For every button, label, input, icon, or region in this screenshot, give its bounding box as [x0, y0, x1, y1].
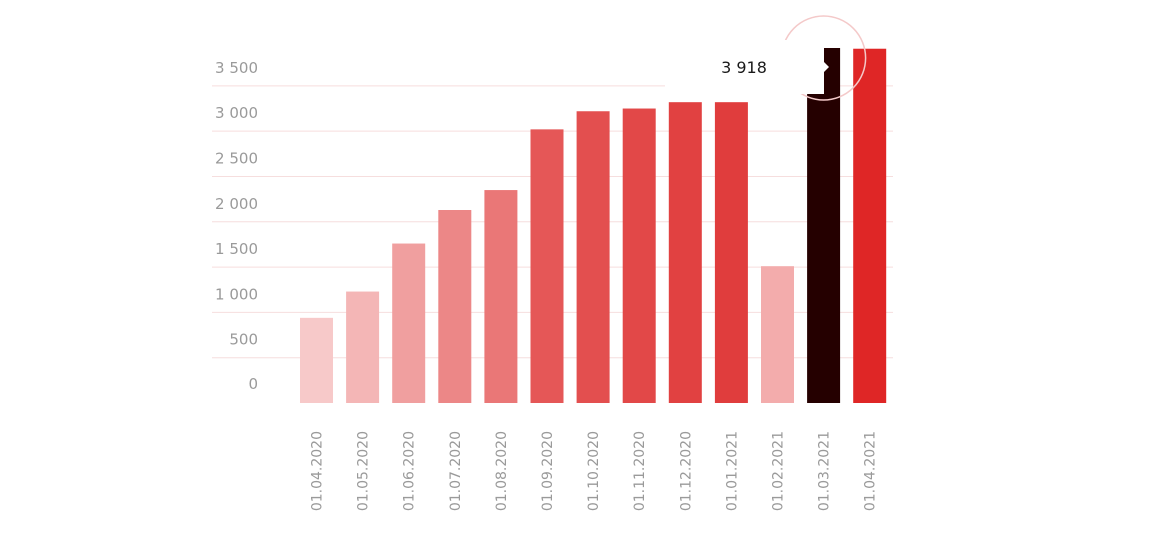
x-tick-label: 01.06.2020	[402, 431, 418, 511]
tooltip-value: 3 918	[721, 58, 767, 77]
bar-01.12.2020[interactable]	[668, 102, 702, 403]
y-tick-label: 500	[229, 331, 258, 349]
bar-01.08.2020[interactable]	[484, 190, 518, 403]
y-tick-label: 3 500	[215, 59, 258, 77]
bar-01.09.2020[interactable]	[530, 129, 564, 404]
y-axis-ticks: 0 500 1 000 1 500 2 000 2 500 3 000 3 500	[215, 59, 258, 393]
bar-01.05.2020[interactable]	[346, 291, 380, 403]
bar-01.02.2021[interactable]	[761, 266, 794, 403]
bars	[300, 48, 887, 404]
bar-01.10.2020[interactable]	[576, 111, 610, 403]
y-tick-label: 0	[248, 375, 258, 393]
tooltip: 3 918	[665, 15, 867, 101]
y-tick-label: 1 000	[215, 285, 258, 303]
y-tick-label: 2 500	[215, 149, 258, 167]
y-tick-label: 1 500	[215, 240, 258, 258]
x-tick-label: 01.10.2020	[586, 431, 602, 511]
bar-01.06.2020[interactable]	[392, 243, 426, 403]
x-tick-label: 01.02.2021	[771, 431, 787, 511]
x-tick-label: 01.03.2021	[817, 431, 833, 511]
x-tick-label: 01.07.2020	[448, 431, 464, 511]
x-tick-label: 01.01.2021	[724, 431, 740, 511]
bar-01.03.2021[interactable]	[807, 48, 841, 403]
x-tick-label: 01.12.2020	[678, 431, 694, 511]
bar-01.04.2020[interactable]	[300, 317, 333, 403]
x-tick-label: 01.09.2020	[540, 431, 556, 511]
bar-01.01.2021[interactable]	[714, 102, 748, 403]
y-tick-label: 2 000	[215, 195, 258, 213]
x-tick-label: 01.04.2021	[863, 431, 879, 511]
tooltip-arrow	[824, 62, 829, 72]
bar-01.11.2020[interactable]	[622, 108, 656, 403]
x-tick-label: 01.04.2020	[310, 431, 326, 511]
tooltip-box	[665, 40, 824, 94]
bar-01.04.2021[interactable]	[853, 48, 887, 404]
x-tick-label: 01.08.2020	[494, 431, 510, 511]
x-axis-ticks: 01.04.2020 01.05.2020 01.06.2020 01.07.2020…	[310, 431, 879, 511]
y-tick-label: 3 000	[215, 104, 258, 122]
x-tick-label: 01.05.2020	[356, 431, 372, 511]
bar-01.07.2020[interactable]	[438, 210, 472, 403]
x-tick-label: 01.11.2020	[632, 431, 648, 511]
